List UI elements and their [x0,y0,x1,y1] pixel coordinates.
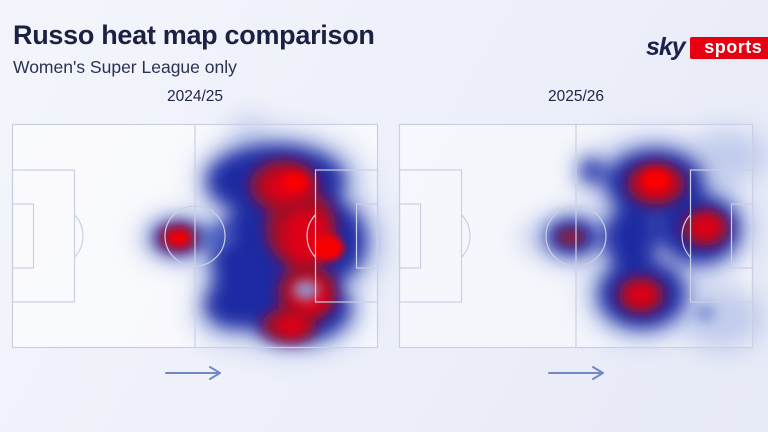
sports-logo-text: sports [704,36,763,57]
heatmap-pitch-2024-25 [11,116,386,354]
heat-low-pocket [293,280,319,300]
pitch-svg-2024-25 [11,116,386,354]
heatmap-pitch-2025-26 [398,123,767,350]
attack-direction-arrow-left [164,364,228,382]
arrow-right-icon [165,366,221,380]
page-subtitle: Women's Super League only [13,57,237,77]
heat-hotspot-layer [171,173,344,261]
heat-hotspot-layer [643,170,669,190]
heat-maroon-core [557,228,585,246]
season-label-2025-26: 2025/26 [547,88,605,105]
arrow-right-icon [548,366,604,380]
sky-logo-text: sky [646,33,686,61]
heat-low-pocket [694,304,716,322]
pitch-svg-2025-26 [398,123,767,350]
sky-sports-logo: sky sports [646,33,768,62]
pitch-markings [398,123,754,349]
heat-bridge [194,226,238,250]
attack-direction-arrow-right [547,364,611,382]
season-label-2024-25: 2024/25 [166,88,224,105]
pitch-markings [11,123,379,349]
page-title: Russo heat map comparison [13,20,375,50]
sports-logo-badge: sports [689,36,768,59]
